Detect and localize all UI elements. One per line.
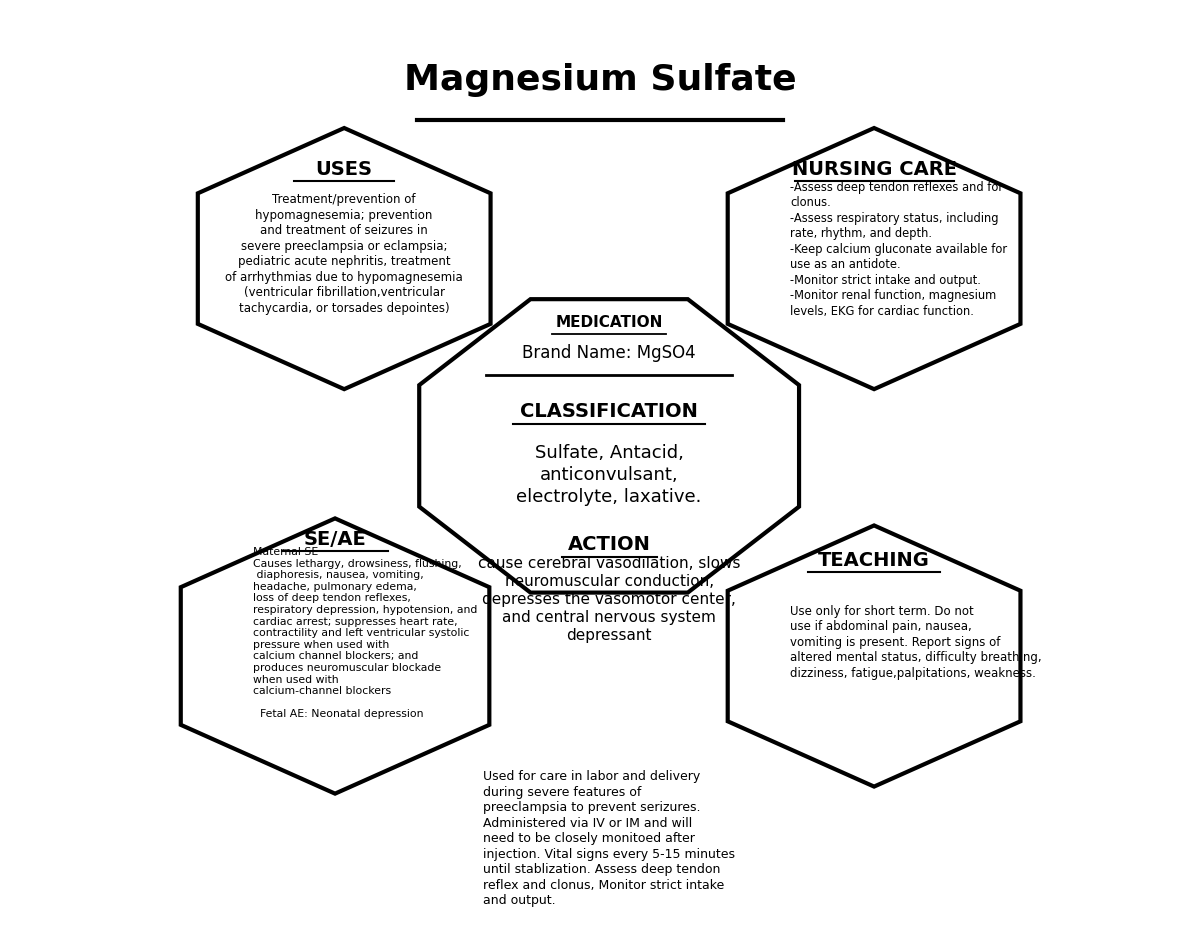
Text: NURSING CARE: NURSING CARE (792, 159, 956, 179)
Text: Maternal SE
Causes lethargy, drowsiness, flushing,
 diaphoresis, nausea, vomitin: Maternal SE Causes lethargy, drowsiness,… (253, 547, 478, 719)
Text: -Assess deep tendon reflexes and for
clonus.
-Assess respiratory status, includi: -Assess deep tendon reflexes and for clo… (790, 181, 1007, 318)
Text: TEACHING: TEACHING (818, 551, 930, 569)
Text: Treatment/prevention of
hypomagnesemia; prevention
and treatment of seizures in
: Treatment/prevention of hypomagnesemia; … (226, 193, 463, 315)
Text: SE/AE: SE/AE (304, 529, 366, 549)
Text: Use only for short term. Do not
use if abdominal pain, nausea,
vomiting is prese: Use only for short term. Do not use if a… (790, 604, 1042, 679)
Text: CLASSIFICATION: CLASSIFICATION (520, 401, 698, 421)
Text: USES: USES (316, 159, 373, 179)
Text: Used for care in labor and delivery
during severe features of
preeclampsia to pr: Used for care in labor and delivery duri… (484, 770, 736, 908)
Text: cause cerebral vasodilation, slows
neuromuscular conduction,
depresses the vasom: cause cerebral vasodilation, slows neuro… (478, 556, 740, 642)
Text: Sulfate, Antacid,
anticonvulsant,
electrolyte, laxative.: Sulfate, Antacid, anticonvulsant, electr… (516, 444, 702, 506)
Text: ACTION: ACTION (568, 535, 650, 554)
Text: Brand Name: MgSO4: Brand Name: MgSO4 (522, 344, 696, 362)
Text: Magnesium Sulfate: Magnesium Sulfate (403, 63, 797, 97)
Text: MEDICATION: MEDICATION (556, 315, 662, 330)
